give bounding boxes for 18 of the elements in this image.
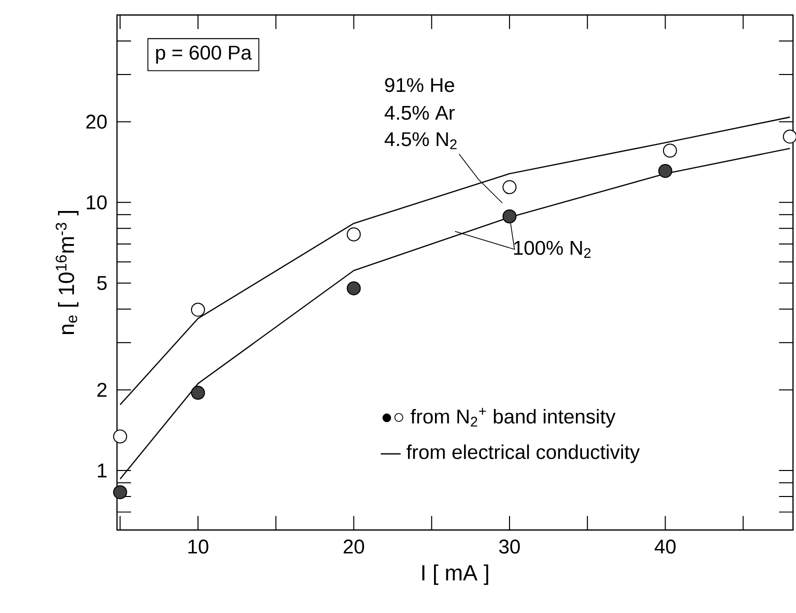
annotation: p = 600 Pa (156, 46, 252, 64)
y-tick-label: 2 (97, 382, 106, 397)
annotation: 4.5% N$_{2}$ (384, 132, 457, 150)
x-tick-label: 10 (188, 540, 208, 554)
y-tick-label: 20 (86, 114, 107, 129)
y-tick-label: 10 (86, 195, 107, 210)
y-axis-title: n$_{e}$ [ 10$^{16}$m$^{-3}$ ] (56, 211, 78, 334)
annotation: 100% N$_{2}$ (514, 240, 591, 258)
x-tick-label: 20 (344, 540, 364, 554)
annotation: 4.5% Ar (384, 106, 455, 120)
annotation: ●○ from N$_{2}$$^{+}$ band intensity (382, 408, 616, 428)
x-tick-label: 40 (654, 540, 676, 554)
x-tick-label: 30 (499, 540, 520, 554)
annotation: — from electrical conductivity (380, 444, 640, 464)
y-tick-label: 5 (97, 276, 107, 290)
y-tick-label: 1 (98, 464, 107, 478)
x-axis-title: I [ mA ] (422, 564, 488, 585)
annotation: 91% He (385, 78, 454, 92)
